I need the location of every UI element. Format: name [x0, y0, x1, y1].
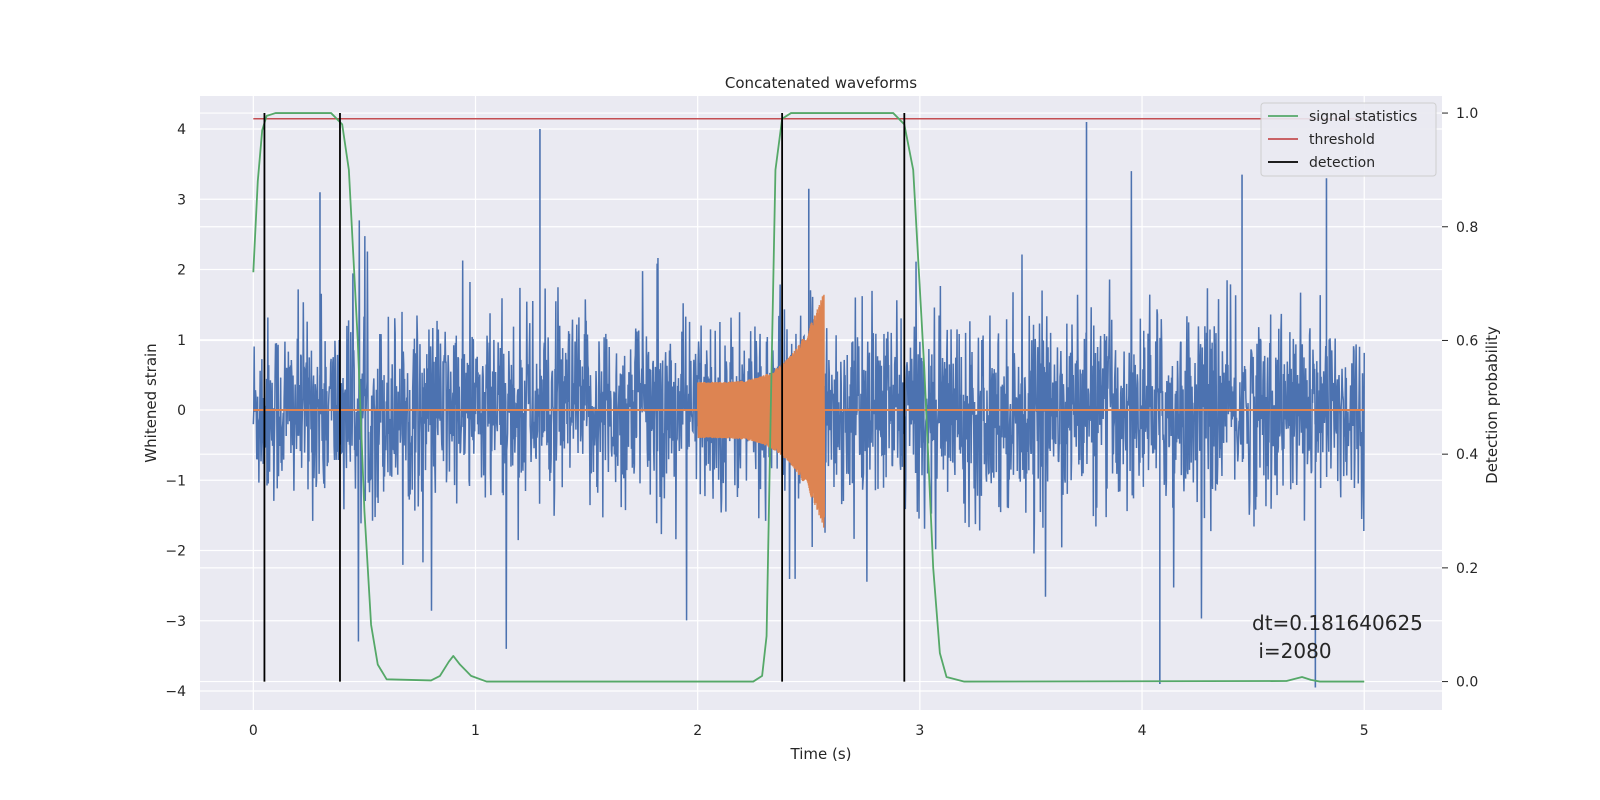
y-axis-label: Whitened strain: [142, 343, 160, 462]
signal-statistics-series: [252, 112, 1365, 683]
legend-label-signal-statistics: signal statistics: [1309, 109, 1417, 125]
x-axis-label: Time (s): [790, 745, 852, 763]
y-tick-label: 2: [177, 263, 186, 279]
chart-title: Concatenated waveforms: [725, 74, 917, 92]
y-tick-label: 4: [177, 122, 186, 138]
y-tick-label: −4: [165, 684, 186, 700]
tick-labels: 0 1 2 3 4 5 −4 −3 −2 −1 0 1 2 3 4 0.0 0.2 0.4 0.6 0.8 1.0: [165, 106, 1478, 739]
legend: signal statistics threshold detection: [1260, 102, 1437, 177]
y-tick-label: −2: [165, 544, 186, 560]
x-tick-label: 0: [249, 723, 258, 739]
x-tick-label: 5: [1360, 723, 1369, 739]
y2-tick-label: 0.8: [1456, 220, 1478, 236]
y-tick-label: 1: [177, 333, 186, 349]
y2-tick-label: 0.4: [1456, 447, 1478, 463]
chirp-series: [253, 294, 1365, 528]
x-tick-label: 3: [915, 723, 924, 739]
annotation-dt: dt=0.181640625: [1252, 611, 1423, 635]
y2-tick-label: 0.2: [1456, 561, 1478, 577]
y-tick-label: −1: [165, 473, 186, 489]
x-tick-label: 1: [471, 723, 480, 739]
y-tick-label: −3: [165, 614, 186, 630]
chirp-line: [696, 294, 826, 528]
y2-tick-label: 0.6: [1456, 333, 1478, 349]
annotation-i: i=2080: [1252, 639, 1332, 663]
y2-tick-label: 0.0: [1456, 675, 1478, 691]
legend-label-threshold: threshold: [1309, 132, 1375, 148]
legend-label-detection: detection: [1309, 155, 1375, 171]
legend-box: [1260, 102, 1437, 177]
x-tick-label: 4: [1138, 723, 1147, 739]
detection-series: [263, 113, 906, 682]
signal-statistics-line: [252, 112, 1365, 683]
y-tick-label: 3: [177, 192, 186, 208]
x-tick-label: 2: [693, 723, 702, 739]
y-tick-label: 0: [177, 403, 186, 419]
y2-tick-label: 1.0: [1456, 106, 1478, 122]
y2-axis-label: Detection probability: [1483, 326, 1501, 484]
